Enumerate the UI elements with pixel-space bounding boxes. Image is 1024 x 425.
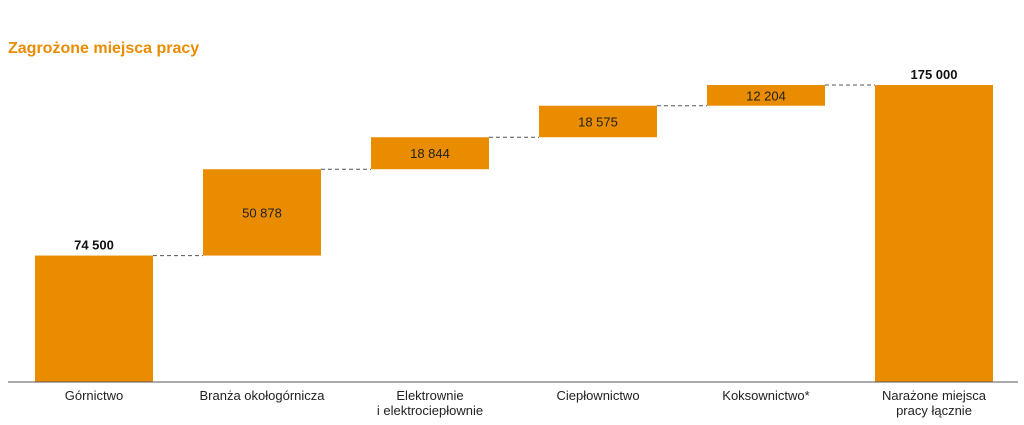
tick-label: Koksownictwo*: [722, 388, 809, 403]
bar: [539, 105, 657, 138]
tick-label: i elektrociepłownie: [377, 403, 483, 418]
data-label: 18 575: [578, 114, 618, 129]
chart-title: Zagrożone miejsca pracy: [8, 40, 200, 57]
data-label: 50 878: [242, 205, 282, 220]
tick-label: pracy łącznie: [896, 403, 972, 418]
tick-label: Górnictwo: [65, 388, 124, 403]
data-label: 175 000: [911, 67, 958, 82]
data-label: 18 844: [410, 146, 450, 161]
bar: [875, 85, 993, 382]
tick-label: Ciepłownictwo: [556, 388, 639, 403]
tick-label: Narażone miejsca: [882, 388, 987, 403]
bar: [371, 137, 489, 170]
data-label: 12 204: [746, 88, 786, 103]
bar: [707, 84, 825, 106]
data-label: 74 500: [74, 238, 114, 253]
tick-label: Elektrownie: [396, 388, 463, 403]
bar: [35, 255, 153, 382]
tick-label: Branża okołogórnicza: [199, 388, 325, 403]
bar: [203, 169, 321, 256]
